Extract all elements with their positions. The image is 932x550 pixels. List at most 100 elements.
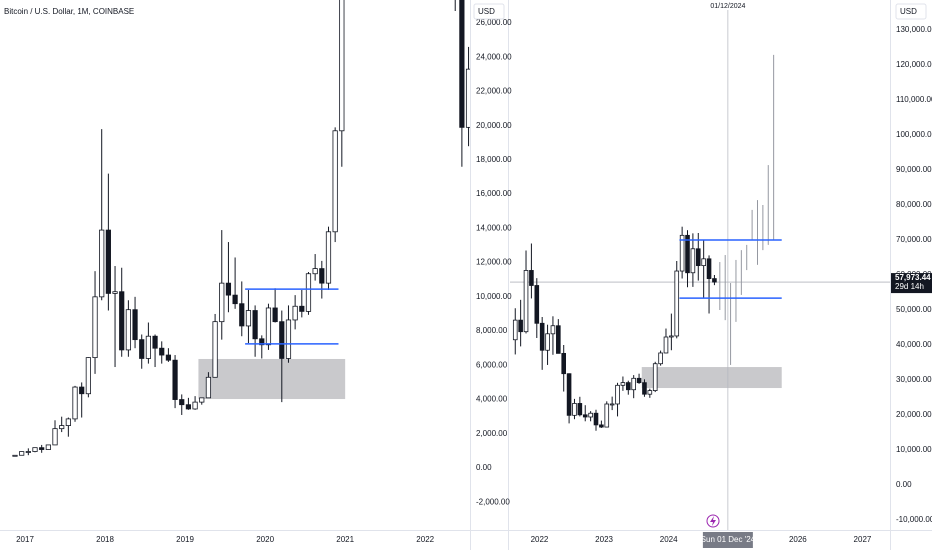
y-tick-label: 0.00	[476, 463, 492, 472]
y-tick-label: 20,000.00	[476, 121, 512, 130]
y-tick-label: 110,000.00	[896, 95, 932, 104]
y-tick-label: 120,000.00	[896, 60, 932, 69]
y-tick-label: 18,000.00	[476, 155, 512, 164]
candle-body	[609, 403, 615, 406]
candle-body	[92, 296, 98, 359]
candle-body	[285, 319, 292, 359]
candle-body	[642, 382, 647, 395]
x-tick-label: 2027	[854, 535, 872, 544]
candle-body	[45, 444, 51, 450]
candle-body	[523, 270, 529, 333]
candle-body	[529, 270, 534, 286]
candle-body	[332, 130, 338, 233]
candle-body	[185, 404, 192, 410]
candle-body	[72, 386, 78, 420]
candle-body	[695, 248, 701, 267]
candle-body	[685, 234, 690, 274]
crosshair-date-box	[702, 532, 753, 548]
y-tick-label: 16,000.00	[476, 189, 512, 198]
candle-body	[550, 325, 556, 335]
y-tick-label: 10,000.00	[896, 445, 932, 454]
candle-body	[663, 336, 669, 354]
candle-body	[706, 258, 712, 279]
y-tick-label: 8,000.00	[476, 326, 508, 335]
price-tag	[891, 273, 932, 294]
candle-body	[679, 234, 685, 272]
y-tick-label: 2,000.00	[476, 429, 508, 438]
candle-body	[582, 414, 588, 418]
left-plot	[12, 0, 470, 457]
candle-body	[39, 447, 45, 450]
countdown: 29d 14h	[895, 282, 924, 291]
y-tick-label: 26,000.00	[476, 18, 512, 27]
y-tick-label: 50,000.00	[896, 305, 932, 314]
candle-body	[179, 399, 185, 406]
candle-body	[205, 376, 212, 399]
candle-body	[239, 303, 245, 327]
candle-body	[620, 382, 626, 386]
candle-body	[12, 454, 18, 457]
candle-body	[245, 310, 252, 327]
y-tick-label: 6,000.00	[476, 360, 508, 369]
candle-body	[312, 268, 318, 275]
y-tick-label: 100,000.00	[896, 130, 932, 139]
candle-body	[32, 447, 38, 452]
y-tick-label: 12,000.00	[476, 258, 512, 267]
candle-body	[105, 229, 111, 294]
candle-body	[588, 412, 593, 418]
candle-body	[593, 412, 599, 426]
right-plot	[510, 10, 890, 530]
candle-body	[192, 401, 198, 410]
candle-body	[299, 305, 305, 312]
candle-body	[647, 390, 653, 395]
y-tick-label: 130,000.00	[896, 25, 932, 34]
symbol-title: Bitcoin / U.S. Dollar, 1M, COINBASE	[4, 7, 134, 16]
currency-box[interactable]	[895, 3, 927, 20]
x-tick-label: 2022	[531, 535, 549, 544]
candle-body	[112, 291, 118, 294]
candle-body	[125, 309, 131, 351]
candle-body	[566, 373, 572, 416]
x-tick-label: 2026	[789, 535, 807, 544]
candle-body	[132, 309, 138, 341]
currency[interactable]: USD	[478, 7, 495, 16]
candle-body	[272, 307, 278, 323]
candle-body	[79, 386, 85, 395]
candle-body	[212, 321, 218, 378]
currency[interactable]: USD	[900, 7, 917, 16]
candle-body	[604, 403, 610, 428]
y-tick-label: 20,000.00	[896, 410, 932, 419]
candle-body	[556, 325, 561, 354]
y-tick-label: 80,000.00	[896, 200, 932, 209]
candle-body	[159, 347, 165, 356]
x-tick-label: 2021	[336, 535, 354, 544]
candle-body	[59, 425, 65, 430]
candle-body	[279, 321, 285, 359]
candle-body	[139, 339, 145, 359]
candle-body	[690, 248, 696, 274]
y-tick-label: 30,000.00	[896, 375, 932, 384]
x-tick-label: 2017	[16, 535, 34, 544]
candle-body	[534, 285, 540, 324]
y-tick-label: 70,000.00	[896, 235, 932, 244]
crosshair-date: Sun 01 Dec '24	[701, 535, 756, 544]
candle-body	[701, 258, 706, 267]
y-tick-label: 40,000.00	[896, 340, 932, 349]
candle-body	[625, 382, 631, 391]
zone-box	[198, 358, 346, 400]
candle-body	[152, 335, 158, 349]
price-label: 57,973.44	[895, 273, 931, 282]
candle-body	[572, 403, 577, 416]
x-tick-label: 2023	[595, 535, 613, 544]
candle-body	[199, 397, 205, 403]
y-tick-label: -2,000.00	[476, 497, 510, 506]
x-tick-label: 2020	[256, 535, 274, 544]
y-tick-label: 14,000.00	[476, 223, 512, 232]
candle-body	[674, 270, 680, 337]
candle-body	[577, 403, 583, 416]
candle-body	[325, 231, 332, 284]
currency-box[interactable]	[473, 3, 505, 20]
candle-body	[669, 335, 674, 338]
candle-body	[232, 294, 238, 305]
